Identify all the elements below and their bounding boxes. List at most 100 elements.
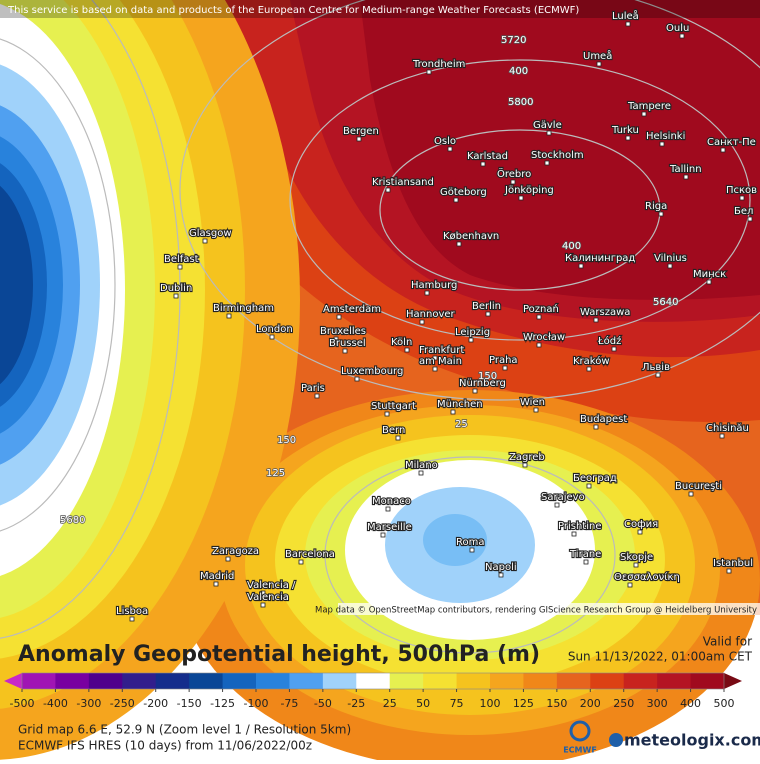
colorbar-tick-label: -100 <box>244 697 269 710</box>
colorbar-tick-label: -75 <box>280 697 298 710</box>
city-marker <box>533 407 539 413</box>
colorbar-swatch <box>623 673 658 689</box>
colorbar-tick-label: -500 <box>10 697 35 710</box>
city-label: Luleå <box>612 9 639 22</box>
city-label: Oslo <box>434 136 456 147</box>
colorbar-tick-label: 150 <box>546 697 567 710</box>
city-marker <box>202 238 208 244</box>
city-label: London <box>256 324 293 335</box>
city-marker <box>611 346 617 352</box>
city-marker <box>536 342 542 348</box>
city-label: Trondheim <box>412 59 465 70</box>
city-label: Nürnberg <box>459 378 506 389</box>
city-label: Wien <box>520 397 545 408</box>
city-label: Bergen <box>343 126 379 137</box>
city-marker <box>502 365 508 371</box>
city-marker <box>593 424 599 430</box>
city-label: Birmingham <box>213 303 274 314</box>
colorbar-swatch <box>423 673 458 689</box>
city-marker <box>655 372 661 378</box>
city-label: Tirane <box>569 549 601 560</box>
city-label: Псков <box>726 185 757 196</box>
city-label: Chisinău <box>706 423 749 434</box>
city-marker <box>593 317 599 323</box>
contour-label: 400 <box>562 241 581 252</box>
contour-label: 5800 <box>508 97 533 108</box>
city-marker <box>456 241 462 247</box>
valid-time: Sun 11/13/2022, 01:00am CET <box>568 650 753 664</box>
city-marker <box>213 581 219 587</box>
city-label: Stockholm <box>531 150 584 161</box>
city-marker <box>706 279 712 285</box>
attribution: Map data © OpenStreetMap contributors, r… <box>315 606 757 616</box>
contour-label: 150 <box>277 435 296 446</box>
grid-info: Grid map 6.6 E, 52.9 N (Zoom level 1 / R… <box>18 723 351 737</box>
colorbar-swatch <box>490 673 524 689</box>
city-label: Belfast <box>164 254 199 265</box>
colorbar-swatch <box>356 673 391 689</box>
city-marker <box>625 135 631 141</box>
city-marker <box>385 506 391 512</box>
city-marker <box>450 409 456 415</box>
city-label: Wrocław <box>523 332 565 343</box>
colorbar-tick-label: 500 <box>714 697 735 710</box>
city-marker <box>498 572 504 578</box>
city-marker <box>354 376 360 382</box>
contour-label: 25 <box>455 419 468 430</box>
colorbar-tick-label: 50 <box>416 697 430 710</box>
colorbar-tick-label: -200 <box>143 697 168 710</box>
city-label: Łódź <box>597 335 621 347</box>
colorbar-swatch <box>456 673 491 689</box>
city-label: Gävle <box>533 120 562 131</box>
city-label: Roma <box>456 537 485 548</box>
legend-title: Anomaly Geopotential height, 500hPa (m) <box>18 642 540 667</box>
colorbar-tick-label: 250 <box>613 697 634 710</box>
city-label: Monaco <box>372 496 411 507</box>
city-marker <box>453 197 459 203</box>
city-marker <box>177 264 183 270</box>
city-label: Marseille <box>367 522 412 533</box>
city-label: Zaragoza <box>212 546 259 557</box>
city-marker <box>472 388 478 394</box>
city-label: Glasgow <box>189 228 232 239</box>
brand-icon[interactable] <box>609 733 623 747</box>
city-marker <box>298 559 304 565</box>
city-marker <box>586 483 592 489</box>
colorbar-swatch <box>389 673 424 689</box>
contour-label: 5720 <box>501 35 526 46</box>
colorbar-swatch <box>556 673 591 689</box>
city-label: Napoli <box>485 562 517 573</box>
city-label: Hamburg <box>411 280 457 291</box>
city-marker <box>269 334 275 340</box>
colorbar-swatch <box>122 673 157 689</box>
city-label: Köln <box>391 337 412 348</box>
city-marker <box>447 146 453 152</box>
city-label: Helsinki <box>646 131 685 142</box>
city-label: Leipzig <box>455 327 490 338</box>
city-marker <box>336 314 342 320</box>
colorbar-swatch <box>22 673 56 689</box>
colorbar-swatch <box>690 673 725 689</box>
colorbar-swatch <box>322 673 357 689</box>
ecmwf-icon <box>569 720 591 742</box>
city-label: Frankfurt <box>419 345 464 356</box>
city-label: Oulu <box>666 23 689 34</box>
city-label: Prishtine <box>558 521 601 532</box>
city-marker <box>356 136 362 142</box>
city-marker <box>625 21 631 27</box>
city-marker <box>424 290 430 296</box>
city-label: Luxembourg <box>341 366 403 377</box>
colorbar-tick-label: -25 <box>347 697 365 710</box>
city-marker <box>485 311 491 317</box>
city-marker <box>510 179 516 185</box>
valid-label: Valid for <box>703 635 752 649</box>
brand[interactable]: meteologix.com <box>624 731 760 750</box>
city-label: Tallinn <box>669 164 702 175</box>
city-marker <box>418 470 424 476</box>
city-marker <box>583 559 589 565</box>
colorbar-swatch <box>155 673 190 689</box>
city-marker <box>571 531 577 537</box>
city-label: Valencia / <box>247 580 296 591</box>
